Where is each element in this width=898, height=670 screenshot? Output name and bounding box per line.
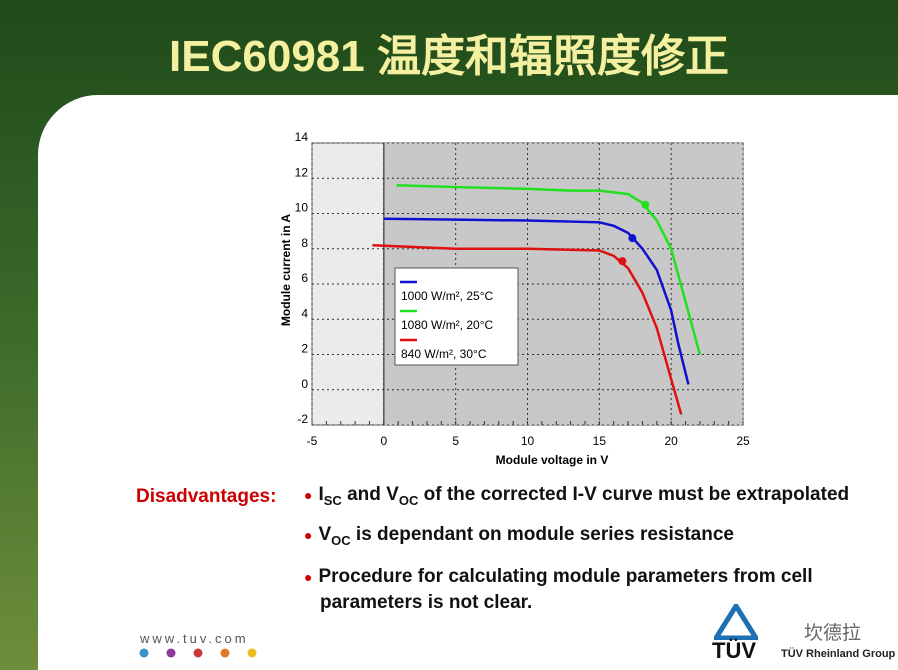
x-tick-label: 10 bbox=[521, 434, 535, 448]
subscript: OC bbox=[331, 532, 351, 548]
bullet-dot: ● bbox=[304, 527, 313, 543]
color-dots bbox=[139, 648, 257, 658]
y-tick-label: 10 bbox=[295, 201, 309, 215]
mpp-marker bbox=[641, 200, 650, 209]
x-axis-label: Module voltage in V bbox=[496, 453, 609, 467]
bullet: ● VOC is dependant on module series resis… bbox=[304, 524, 734, 548]
y-axis-label: Module current in A bbox=[279, 214, 293, 327]
series-line bbox=[383, 217, 690, 385]
legend-box bbox=[394, 267, 519, 366]
website: www.tuv.com bbox=[140, 631, 249, 646]
bullet-text: of the corrected I-V curve must be extra… bbox=[418, 484, 850, 505]
y-tick-label: 14 bbox=[295, 130, 309, 144]
x-tick-label: 0 bbox=[380, 434, 387, 448]
series-line bbox=[396, 184, 702, 355]
x-tick-label: 5 bbox=[452, 434, 459, 448]
y-tick-label: 8 bbox=[301, 236, 308, 250]
bullet-text: is dependant on module series resistance bbox=[350, 524, 734, 545]
y-tick-label: -2 bbox=[297, 412, 308, 426]
bullet: ● Procedure for calculating module parame… bbox=[304, 564, 890, 616]
y-tick-label: 4 bbox=[301, 306, 308, 320]
bullet-dot: ● bbox=[304, 569, 313, 585]
legend-label: 840 W/m², 30°C bbox=[401, 347, 487, 361]
y-tick-label: 6 bbox=[301, 271, 308, 285]
y-tick-label: 12 bbox=[295, 165, 309, 179]
subscript: OC bbox=[398, 492, 419, 508]
company: TÜV Rheinland Group bbox=[781, 648, 896, 660]
x-tick-label: 20 bbox=[664, 434, 678, 448]
bullet-text: Procedure for calculating module paramet… bbox=[318, 566, 813, 613]
bullet-text: and V bbox=[341, 484, 399, 505]
bullet-dot: ● bbox=[304, 487, 313, 503]
bullet-text: V bbox=[318, 524, 332, 545]
disadvantages-label: Disadvantages: bbox=[136, 486, 277, 507]
logo-text: TÜV bbox=[712, 638, 756, 663]
x-tick-label: 15 bbox=[593, 434, 607, 448]
legend-label: 1080 W/m², 20°C bbox=[401, 318, 493, 332]
watermark: 坎德拉 bbox=[804, 623, 862, 644]
mpp-marker bbox=[618, 257, 627, 266]
y-tick-label: 2 bbox=[301, 342, 308, 356]
x-tick-label: -5 bbox=[307, 434, 318, 448]
slide-title: IEC60981 温度和辐照度修正 bbox=[169, 32, 729, 81]
legend-label: 1000 W/m², 25°C bbox=[401, 289, 493, 303]
x-tick-label: 25 bbox=[736, 434, 750, 448]
mpp-marker bbox=[628, 234, 637, 243]
subscript: SC bbox=[323, 492, 342, 508]
logo-triangle bbox=[714, 604, 758, 640]
bullet-text: I bbox=[318, 484, 324, 505]
y-tick-label: 0 bbox=[301, 377, 308, 391]
bullet: ● ISC and VOC of the corrected I-V curve … bbox=[304, 484, 849, 508]
